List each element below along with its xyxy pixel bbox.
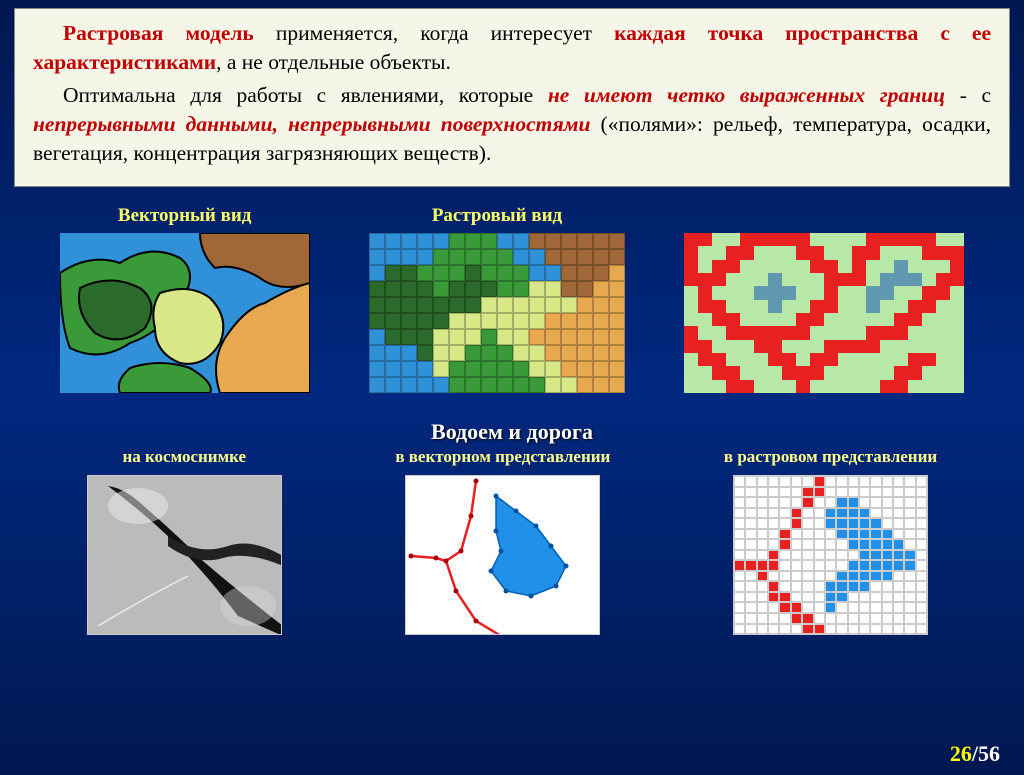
paragraph-1: Растровая модель применяется, когда инте…	[33, 19, 991, 77]
raster2-panel	[684, 205, 964, 393]
row2-title: Водоем и дорога	[0, 419, 1024, 445]
page-current: 26	[950, 741, 972, 766]
raster-label: Растровый вид	[432, 205, 562, 227]
satellite-panel: на космоснимке	[87, 447, 282, 635]
vector-image	[60, 233, 310, 393]
description-text-box: Растровая модель применяется, когда инте…	[14, 8, 1010, 187]
raster3-label: в растровом представлении	[724, 447, 937, 467]
p1-mid: применяется, когда интересует	[254, 21, 614, 45]
raster-image	[369, 233, 625, 393]
p2-em2: непрерывными данными, непрерывными повер…	[33, 112, 590, 136]
p2-mid: - с	[945, 83, 991, 107]
page-number: 26/56	[950, 741, 1000, 767]
vector2-label: в векторном представлении	[395, 447, 610, 467]
raster-panel: Растровый вид	[369, 205, 625, 393]
raster3-panel: в растровом представлении	[724, 447, 937, 635]
vector2-panel: в векторном представлении	[395, 447, 610, 635]
comparison-row-2: на космоснимке в векторном представлении	[0, 447, 1024, 635]
raster3-image	[733, 475, 928, 635]
vector2-image	[405, 475, 600, 635]
comparison-row-1: Векторный вид Растровый вид	[0, 205, 1024, 393]
satellite-image	[87, 475, 282, 635]
page-total: /56	[972, 741, 1000, 766]
satellite-label: на космоснимке	[122, 447, 246, 467]
raster2-image	[684, 233, 964, 393]
p1-lead: Растровая модель	[63, 21, 254, 45]
paragraph-2: Оптимальна для работы с явлениями, котор…	[33, 81, 991, 168]
vector-panel: Векторный вид	[60, 205, 310, 393]
p2-em1: не имеют четко выраженных границ	[548, 83, 945, 107]
vector-label: Векторный вид	[118, 205, 252, 227]
p1-tail: , а не отдельные объекты.	[216, 50, 451, 74]
p2-lead: Оптимальна для работы с явлениями, котор…	[63, 83, 548, 107]
raster2-spacer	[822, 205, 827, 227]
